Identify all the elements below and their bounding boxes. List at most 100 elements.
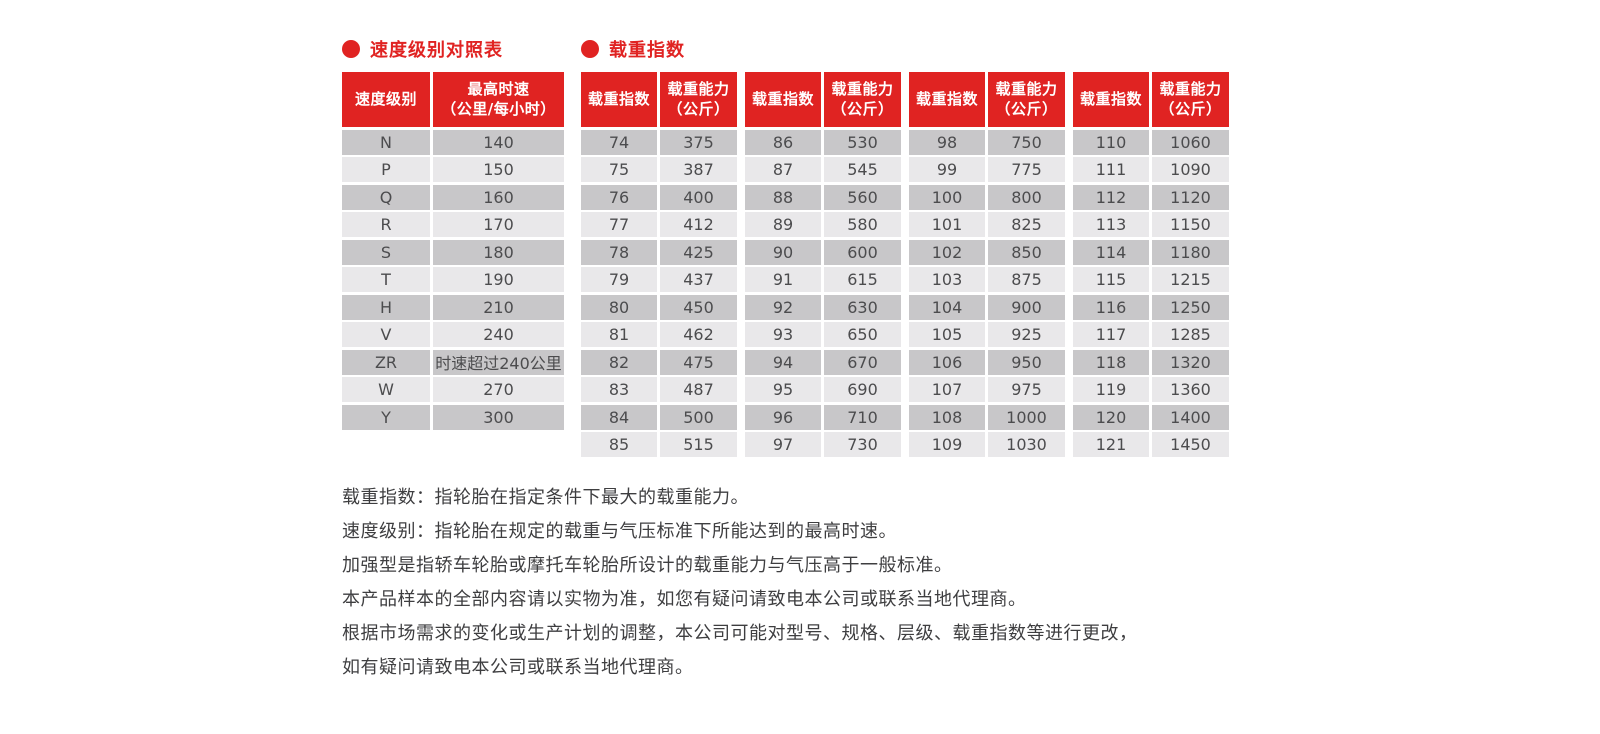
- load-cell: 99: [909, 157, 985, 182]
- load-cell: 117: [1073, 322, 1149, 347]
- table-row: 74 375: [581, 129, 737, 155]
- load-cell: 106: [909, 349, 985, 375]
- table-row: 107 975: [909, 377, 1065, 402]
- speed-cell: 210: [433, 294, 564, 320]
- footnote-line-5: 根据市场需求的变化或生产计划的调整，本公司可能对型号、规格、层级、载重指数等进行…: [342, 623, 1138, 644]
- red-dot-icon: [581, 40, 599, 58]
- table-row: 75 387: [581, 157, 737, 182]
- load-cell: 580: [824, 212, 901, 237]
- load-cell: 86: [745, 129, 821, 155]
- load-cell: 111: [1073, 157, 1149, 182]
- load-cell: 98: [909, 129, 985, 155]
- table-row: 111 1090: [1073, 157, 1229, 182]
- load-cell: 97: [745, 432, 821, 457]
- load-index-section: 载重指数 载重指数 载重能力 （公斤） 74 375 75 387 76 400 77 412 78…: [581, 38, 1229, 460]
- load-cell: 120: [1073, 404, 1149, 430]
- table-row: 119 1360: [1073, 377, 1229, 402]
- table-row: 108 1000: [909, 404, 1065, 430]
- speed-table-title: 速度级别对照表: [370, 40, 503, 61]
- load-cell: 462: [660, 322, 737, 347]
- table-row: 112 1120: [1073, 184, 1229, 210]
- table-row: 95 690: [745, 377, 901, 402]
- load-cell: 387: [660, 157, 737, 182]
- load-cell: 825: [988, 212, 1065, 237]
- table-row: 116 1250: [1073, 294, 1229, 320]
- speed-cell: 150: [433, 157, 564, 182]
- load-cell: 92: [745, 294, 821, 320]
- load-cell: 121: [1073, 432, 1149, 457]
- table-row: 96 710: [745, 404, 901, 430]
- load-cell: 487: [660, 377, 737, 402]
- load-cell: 400: [660, 184, 737, 210]
- load-cell: 75: [581, 157, 657, 182]
- load-cell: 118: [1073, 349, 1149, 375]
- load-cell: 116: [1073, 294, 1149, 320]
- load-header-cell: 载重指数: [745, 72, 821, 127]
- load-group-3: 载重指数 载重能力 （公斤） 98 750 99 775 100 800 101 825 102 85…: [909, 72, 1065, 460]
- table-row: T 190: [342, 267, 564, 292]
- table-row: 81 462: [581, 322, 737, 347]
- load-table-title: 载重指数: [609, 40, 685, 61]
- table-row: 90 600: [745, 239, 901, 265]
- table-row: 83 487: [581, 377, 737, 402]
- speed-cell: T: [342, 267, 430, 292]
- load-cell: 1180: [1152, 239, 1229, 265]
- load-cell: 1360: [1152, 377, 1229, 402]
- load-table-title-row: 载重指数: [581, 38, 1229, 61]
- load-cell: 1285: [1152, 322, 1229, 347]
- load-cell: 630: [824, 294, 901, 320]
- load-cell: 82: [581, 349, 657, 375]
- load-cell: 925: [988, 322, 1065, 347]
- table-row: V 240: [342, 322, 564, 347]
- table-row: 118 1320: [1073, 349, 1229, 375]
- speed-cell: S: [342, 239, 430, 265]
- speed-cell: 140: [433, 129, 564, 155]
- load-cell: 690: [824, 377, 901, 402]
- table-row: Y 300: [342, 404, 564, 430]
- table-row: 94 670: [745, 349, 901, 375]
- load-cell: 87: [745, 157, 821, 182]
- load-cell: 115: [1073, 267, 1149, 292]
- table-row: 103 875: [909, 267, 1065, 292]
- table-row: 87 545: [745, 157, 901, 182]
- table-row: 100 800: [909, 184, 1065, 210]
- table-row: 98 750: [909, 129, 1065, 155]
- load-cell: 78: [581, 239, 657, 265]
- load-group-4: 载重指数 载重能力 （公斤） 110 1060 111 1090 112 1120 113 115…: [1073, 72, 1229, 460]
- load-cell: 900: [988, 294, 1065, 320]
- table-row: 121 1450: [1073, 432, 1229, 457]
- load-cell: 1150: [1152, 212, 1229, 237]
- load-cell: 1450: [1152, 432, 1229, 457]
- table-row: 102 850: [909, 239, 1065, 265]
- load-cell: 74: [581, 129, 657, 155]
- load-cell: 80: [581, 294, 657, 320]
- table-row: 93 650: [745, 322, 901, 347]
- load-cell: 975: [988, 377, 1065, 402]
- table-row: 78 425: [581, 239, 737, 265]
- table-row: 89 580: [745, 212, 901, 237]
- load-cell: 1090: [1152, 157, 1229, 182]
- load-group-1: 载重指数 载重能力 （公斤） 74 375 75 387 76 400 77 412 78 425 79…: [581, 72, 737, 460]
- load-header-cell: 载重能力 （公斤）: [1152, 72, 1229, 127]
- load-header-cell: 载重指数: [581, 72, 657, 127]
- table-row: N 140: [342, 129, 564, 155]
- load-cell: 84: [581, 404, 657, 430]
- table-row: 80 450: [581, 294, 737, 320]
- table-row: H 210: [342, 294, 564, 320]
- speed-rating-table: 速度级别 最高时速 （公里/每小时） N 140 P 150 Q 160 R 170 S 180 T 19…: [342, 72, 564, 430]
- table-row: 85 515: [581, 432, 737, 457]
- footnote-line-4: 本产品样本的全部内容请以实物为准，如您有疑问请致电本公司或联系当地代理商。: [342, 589, 1027, 610]
- load-cell: 85: [581, 432, 657, 457]
- load-index-table: 载重指数 载重能力 （公斤） 74 375 75 387 76 400 77 412 78 425 79…: [581, 72, 1229, 460]
- speed-cell: H: [342, 294, 430, 320]
- speed-cell: 170: [433, 212, 564, 237]
- load-cell: 1120: [1152, 184, 1229, 210]
- load-header-row: 载重指数 载重能力 （公斤）: [745, 72, 901, 127]
- table-row: 91 615: [745, 267, 901, 292]
- load-cell: 91: [745, 267, 821, 292]
- load-cell: 108: [909, 404, 985, 430]
- table-row: 97 730: [745, 432, 901, 457]
- table-row: 120 1400: [1073, 404, 1229, 430]
- load-cell: 89: [745, 212, 821, 237]
- load-cell: 110: [1073, 129, 1149, 155]
